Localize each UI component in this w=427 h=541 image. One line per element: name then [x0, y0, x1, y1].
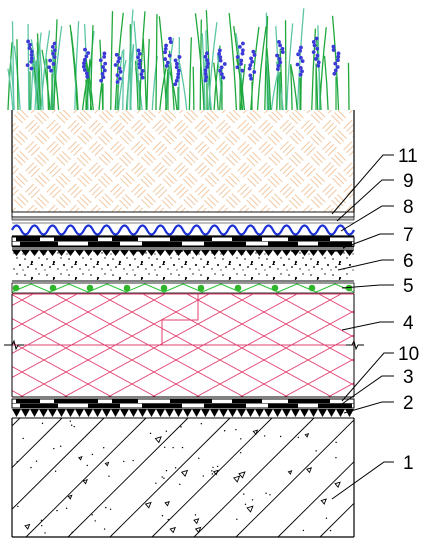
label-5: 5	[403, 276, 414, 297]
label-2: 2	[403, 393, 414, 414]
substrate-layer	[11, 110, 355, 212]
label-6: 6	[403, 251, 414, 272]
concrete-slab	[11, 417, 355, 538]
geotextile-layer	[11, 282, 355, 294]
gravel-layer	[12, 250, 354, 282]
insulation-layer	[11, 293, 355, 398]
label-4: 4	[403, 313, 414, 334]
label-3: 3	[403, 367, 414, 388]
label-10: 10	[398, 344, 419, 365]
waterproof-membrane-bottom	[11, 398, 355, 409]
label-7: 7	[403, 225, 414, 246]
callout-labels: 11 9 8 7 6 5 4 10 3 2 1	[398, 146, 419, 474]
waterproof-membrane-top	[11, 236, 355, 250]
drainage-layer	[11, 224, 355, 237]
label-11: 11	[398, 146, 418, 167]
filter-layers	[11, 211, 355, 224]
label-9: 9	[403, 171, 414, 192]
section-break-marks	[4, 339, 364, 351]
grass-vegetation	[7, 8, 350, 111]
label-8: 8	[403, 197, 414, 218]
primer-layer	[12, 409, 354, 417]
leader-lines	[331, 154, 394, 500]
label-1: 1	[403, 453, 414, 474]
